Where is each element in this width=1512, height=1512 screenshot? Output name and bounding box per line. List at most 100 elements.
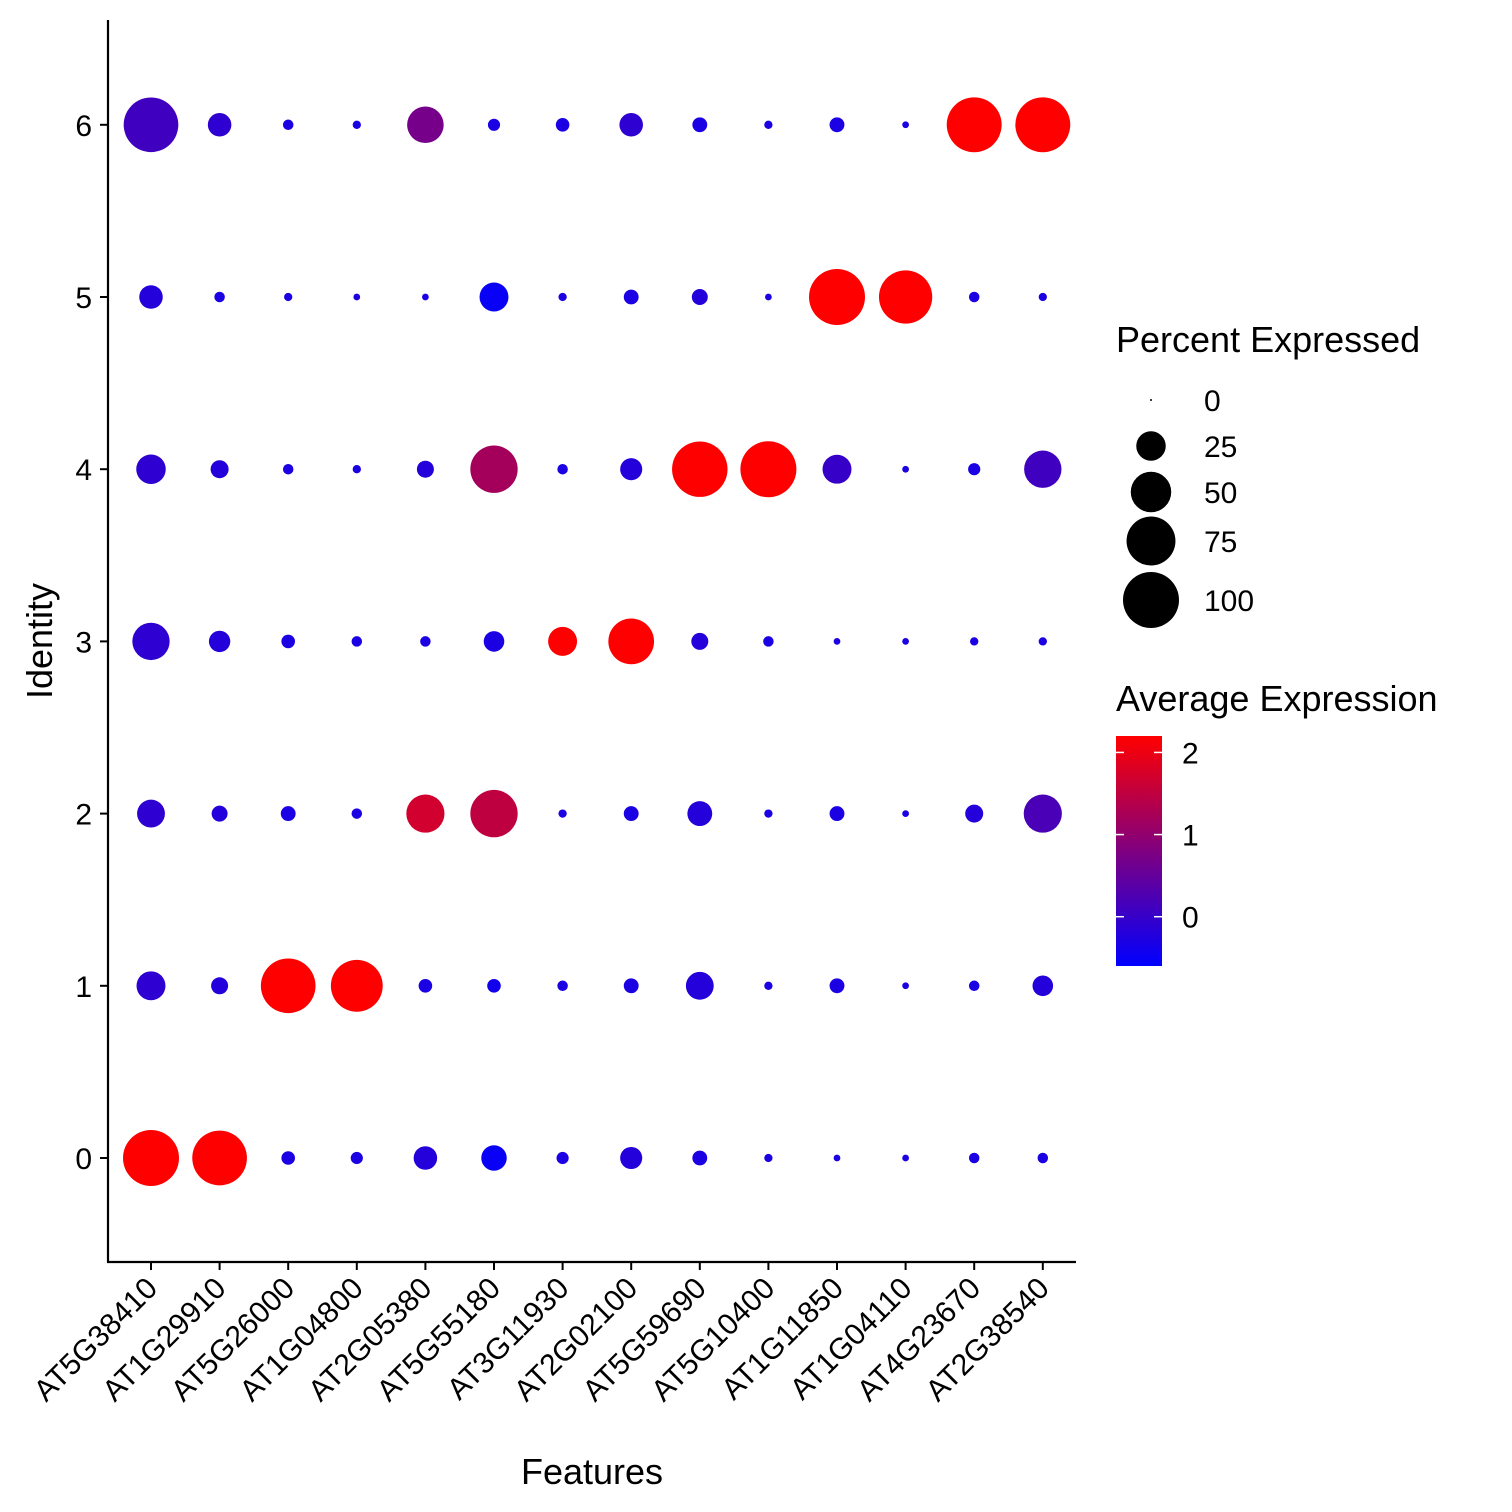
dot-AT5G55180-1 bbox=[487, 979, 501, 993]
dot-AT5G10400-4 bbox=[740, 441, 797, 498]
dot-AT5G59690-1 bbox=[685, 971, 714, 1000]
color-legend: Average Expression 0 1 2 bbox=[1116, 678, 1438, 966]
dot-layer bbox=[123, 97, 1071, 1186]
dot-AT1G04110-6 bbox=[902, 121, 909, 129]
dot-AT4G23670-0 bbox=[968, 1152, 980, 1164]
dot-AT5G59690-4 bbox=[672, 441, 728, 497]
dot-AT5G10400-3 bbox=[763, 636, 774, 647]
dot-AT4G23670-4 bbox=[968, 463, 981, 476]
dot-AT2G02100-0 bbox=[620, 1146, 643, 1170]
dot-AT5G26000-1 bbox=[260, 958, 316, 1014]
dot-AT1G04800-3 bbox=[351, 636, 363, 647]
dot-AT2G38540-1 bbox=[1032, 975, 1054, 997]
dot-AT4G23670-1 bbox=[968, 980, 980, 992]
dot-AT1G04800-0 bbox=[350, 1151, 363, 1165]
dot-AT3G11930-2 bbox=[558, 809, 567, 818]
dot-AT3G11930-3 bbox=[548, 626, 578, 656]
dot-AT2G02100-4 bbox=[620, 458, 643, 481]
dot-AT5G38410-2 bbox=[137, 799, 165, 828]
dot-AT2G02100-5 bbox=[623, 289, 639, 305]
y-tick-label: 2 bbox=[75, 799, 92, 832]
y-tick-label: 4 bbox=[75, 454, 92, 487]
dot-AT2G02100-6 bbox=[619, 113, 643, 137]
dot-AT2G05380-6 bbox=[407, 106, 444, 144]
dot-AT2G38540-2 bbox=[1023, 794, 1062, 833]
plot-panel: 0 1 2 3 4 5 6 AT5G38410AT1G29910AT5G26000AT1G0… bbox=[28, 20, 1076, 1408]
dot-AT1G04800-4 bbox=[352, 465, 361, 474]
size-legend-dot bbox=[1150, 399, 1152, 401]
dot-AT1G29910-0 bbox=[192, 1130, 247, 1186]
y-tick-label: 6 bbox=[75, 110, 92, 143]
size-legend-dot bbox=[1126, 516, 1176, 566]
dot-AT3G11930-6 bbox=[555, 118, 570, 132]
dot-AT5G55180-0 bbox=[481, 1145, 507, 1171]
dot-AT1G04800-6 bbox=[352, 120, 361, 129]
dot-AT5G55180-2 bbox=[470, 789, 518, 838]
x-axis-ticks: AT5G38410AT1G29910AT5G26000AT1G04800AT2G… bbox=[28, 1262, 1056, 1408]
dot-AT5G10400-0 bbox=[764, 1153, 773, 1163]
dot-AT2G05380-2 bbox=[406, 794, 445, 833]
dot-AT5G26000-6 bbox=[282, 119, 294, 131]
dot-AT3G11930-5 bbox=[558, 292, 567, 302]
y-tick-label: 5 bbox=[75, 282, 92, 315]
y-axis-title: Identity bbox=[19, 583, 60, 699]
dot-AT5G10400-6 bbox=[764, 120, 773, 129]
dot-AT1G29910-4 bbox=[210, 460, 229, 479]
dot-AT1G04800-5 bbox=[353, 293, 361, 301]
dot-AT1G11850-2 bbox=[829, 806, 845, 822]
dot-AT1G11850-0 bbox=[833, 1154, 841, 1162]
dot-AT4G23670-6 bbox=[946, 97, 1002, 153]
dot-AT1G04110-2 bbox=[902, 810, 909, 817]
size-legend: Percent Expressed 0 25 50 75 100 bbox=[1116, 319, 1420, 628]
dot-AT5G55180-6 bbox=[487, 118, 501, 131]
dot-AT2G38540-6 bbox=[1015, 97, 1071, 153]
size-legend-label: 0 bbox=[1204, 385, 1221, 418]
dot-AT2G05380-0 bbox=[413, 1146, 438, 1170]
dot-AT5G59690-3 bbox=[691, 632, 709, 650]
dot-AT1G04110-5 bbox=[878, 270, 933, 324]
y-axis-ticks: 0 1 2 3 4 5 6 bbox=[75, 110, 108, 1176]
dot-AT1G11850-5 bbox=[809, 269, 865, 325]
size-legend-dot bbox=[1136, 431, 1166, 461]
size-legend-dot bbox=[1130, 471, 1172, 513]
y-tick-label: 1 bbox=[75, 971, 92, 1004]
dot-AT1G04110-1 bbox=[902, 982, 909, 990]
dot-AT1G29910-6 bbox=[207, 113, 232, 137]
dot-AT2G02100-3 bbox=[608, 618, 655, 665]
dot-AT5G38410-0 bbox=[123, 1130, 179, 1186]
color-legend-label: 2 bbox=[1182, 737, 1199, 770]
dot-AT5G55180-5 bbox=[479, 282, 509, 312]
dot-AT5G59690-2 bbox=[687, 801, 713, 827]
dot-AT2G05380-3 bbox=[420, 636, 431, 647]
dot-AT2G05380-5 bbox=[422, 293, 429, 301]
size-legend-label: 100 bbox=[1204, 585, 1254, 618]
dot-AT5G26000-5 bbox=[284, 292, 293, 302]
dot-AT5G38410-5 bbox=[139, 285, 163, 309]
dot-AT5G59690-5 bbox=[691, 289, 708, 305]
dot-AT5G38410-3 bbox=[132, 622, 170, 661]
dot-AT5G55180-4 bbox=[470, 445, 518, 493]
dot-AT2G38540-4 bbox=[1024, 450, 1062, 488]
size-legend-label: 25 bbox=[1204, 431, 1237, 464]
dot-AT2G38540-0 bbox=[1037, 1152, 1049, 1164]
y-tick-label: 0 bbox=[75, 1143, 92, 1176]
color-legend-title: Average Expression bbox=[1116, 678, 1438, 719]
dot-AT5G26000-0 bbox=[281, 1151, 296, 1165]
x-axis-title: Features bbox=[521, 1451, 663, 1492]
dot-AT4G23670-2 bbox=[965, 804, 984, 823]
color-legend-label: 1 bbox=[1182, 820, 1199, 853]
dot-AT1G04110-4 bbox=[902, 465, 909, 473]
dot-AT3G11930-4 bbox=[557, 463, 568, 475]
dot-AT5G38410-4 bbox=[136, 454, 166, 484]
dot-AT5G59690-6 bbox=[692, 117, 708, 133]
dot-AT4G23670-5 bbox=[968, 291, 980, 303]
size-legend-dot bbox=[1123, 572, 1179, 628]
dot-AT5G10400-2 bbox=[764, 809, 773, 818]
dot-AT2G05380-4 bbox=[416, 460, 434, 478]
dot-AT1G29910-1 bbox=[211, 977, 229, 995]
dot-AT5G26000-3 bbox=[281, 634, 296, 649]
dot-AT5G10400-5 bbox=[765, 293, 772, 301]
dot-AT1G29910-3 bbox=[208, 630, 231, 653]
dot-AT2G38540-3 bbox=[1038, 637, 1047, 646]
